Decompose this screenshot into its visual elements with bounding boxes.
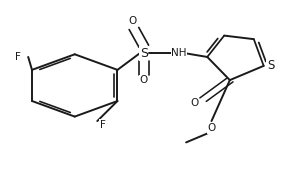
Text: S: S bbox=[267, 59, 274, 72]
Text: NH: NH bbox=[171, 48, 187, 58]
Text: S: S bbox=[140, 47, 148, 60]
Text: F: F bbox=[100, 120, 106, 130]
Text: O: O bbox=[190, 98, 199, 108]
Text: F: F bbox=[16, 52, 21, 62]
Text: O: O bbox=[140, 75, 148, 85]
Text: O: O bbox=[128, 16, 137, 26]
Text: O: O bbox=[207, 123, 216, 133]
